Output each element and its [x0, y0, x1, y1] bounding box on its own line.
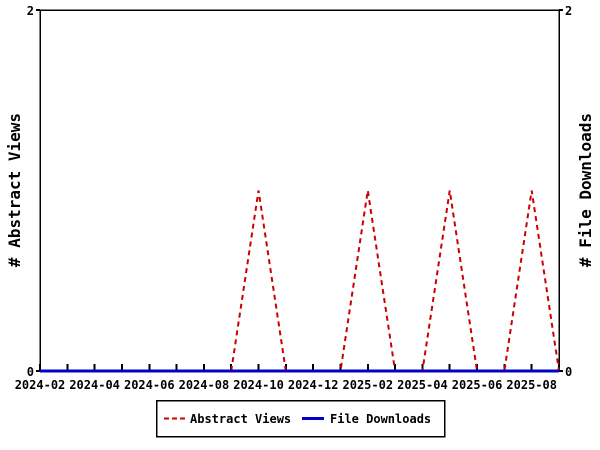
x-tick-label: 2025-08 [506, 378, 557, 392]
legend: Abstract Views File Downloads [155, 399, 446, 438]
legend-entries: Abstract Views File Downloads [164, 412, 431, 426]
x-tick-label: 2024-02 [15, 378, 66, 392]
y-axis-title-left: # Abstract Views [5, 113, 24, 267]
x-tick-label: 2025-06 [452, 378, 503, 392]
legend-entry-label: Abstract Views [190, 412, 291, 426]
y-axis-tick-labels-left: 02 [27, 4, 40, 379]
y-tick-label: 0 [565, 365, 572, 379]
x-axis-labels: 2024-02 2024-04 2024-06 2024-08 2024-10 2024-… [15, 378, 557, 392]
y-axis-tick-labels-right: 02 [559, 4, 572, 379]
plot-area-border [39, 9, 560, 372]
x-tick-label: 2024-10 [233, 378, 284, 392]
x-tick-label: 2024-06 [124, 378, 175, 392]
legend-entry-label: File Downloads [330, 412, 431, 426]
series-lines [40, 190, 560, 373]
x-tick-label: 2024-08 [179, 378, 230, 392]
x-tick-label: 2025-04 [397, 378, 448, 392]
x-tick-label: 2025-02 [343, 378, 394, 392]
legend-box [155, 399, 446, 438]
x-tick-label: 2024-04 [69, 378, 120, 392]
y-axis-title-right: # File Downloads [576, 113, 595, 267]
x-tick-label: 2024-12 [288, 378, 339, 392]
y-tick-label: 2 [565, 4, 572, 18]
y-tick-label: 0 [27, 365, 34, 379]
y-tick-label: 2 [27, 4, 34, 18]
abstract-views-line [230, 190, 560, 372]
